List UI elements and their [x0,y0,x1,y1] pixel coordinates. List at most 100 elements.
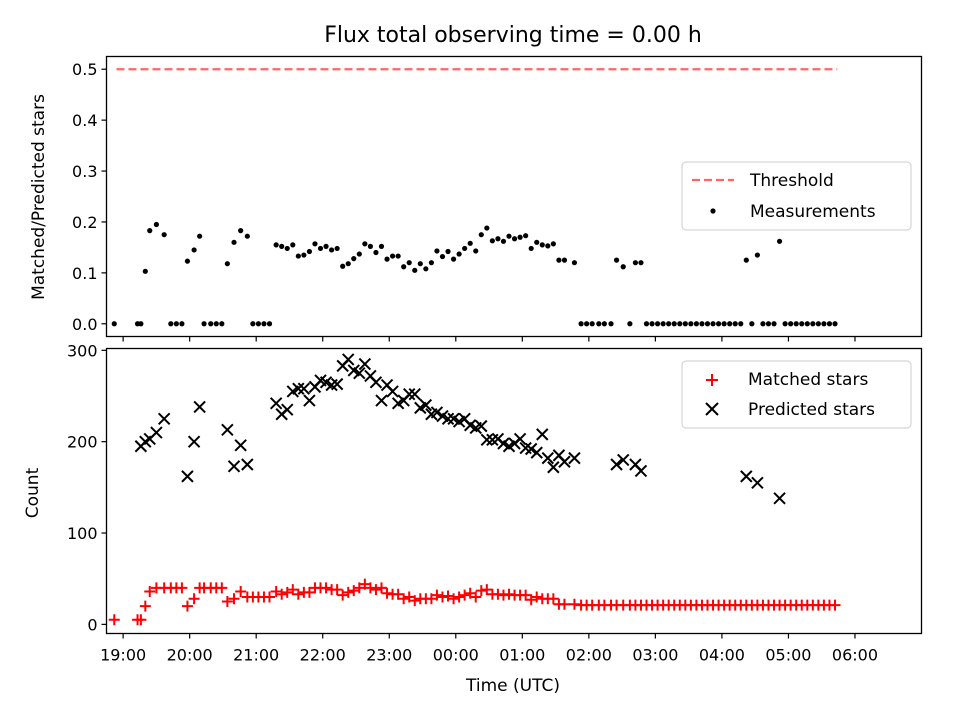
measurement-point [142,268,148,274]
matched-star-point [108,614,120,626]
predicted-star-point [403,387,416,401]
measurement-point [754,252,760,258]
predicted-star-point [193,400,206,414]
predicted-star-point [227,460,241,473]
measurement-point [445,248,451,255]
measurement-point [528,245,534,252]
predicted-stars-legend-label: Predicted stars [748,400,875,420]
measurement-point [231,239,237,245]
measurement-point [782,321,788,327]
matched-star-point [459,589,471,601]
measurement-point [511,236,518,242]
measurement-point [649,321,655,327]
matched-star-point [464,587,476,599]
matched-star-point [139,600,151,612]
matched-star-point [176,582,188,594]
predicted-star-point [358,357,372,371]
measurement-point [638,260,644,266]
matched-star-point [547,593,559,605]
measurements-legend-swatch [710,208,716,214]
measurement-point [523,233,529,239]
measurement-point [389,253,396,259]
bottom-x-tick-label: 23:00 [366,646,412,665]
measurement-point [290,242,296,248]
bottom-y-ticks: 0 100 200 300 [67,341,107,634]
predicted-star-point [513,432,527,446]
matched-star-point [409,595,421,607]
matched-star-point [181,600,193,612]
measurement-point [462,245,468,252]
bottom-y-tick-label: 0 [87,615,97,634]
matched-star-point [453,591,465,603]
measurement-point [179,321,185,327]
measurement-point [340,263,346,269]
matched-star-point [364,582,376,594]
measurement-point [295,253,301,259]
matched-star-point [442,590,454,602]
measurement-point [439,253,446,260]
top-y-tick-label: 0.4 [72,111,97,130]
measurement-point [613,257,620,263]
bottom-x-tick-label: 20:00 [167,646,213,665]
bottom-x-tick-label: 06:00 [832,646,878,665]
measurement-point [147,228,153,234]
bottom-x-tick-label: 19:00 [100,646,146,665]
predicted-star-point [475,419,488,433]
bottom-x-tick-label: 05:00 [765,646,811,665]
measurement-point [671,321,677,327]
measurement-point [682,321,688,327]
bottom-y-axis-label: Count [23,467,43,518]
predicted-star-point [369,376,383,389]
bottom-x-axis-label: Time (UTC) [465,676,560,696]
matched-star-point [287,584,299,596]
measurement-point [550,241,556,247]
measurement-point [632,260,639,266]
measurement-point [804,321,810,327]
predicted-star-point [234,439,247,452]
measurement-point [406,260,412,266]
measurement-point [279,243,285,249]
measurement-point [312,241,318,247]
measurement-point [704,321,711,327]
matched-star-point [303,586,315,598]
measurement-point [208,321,214,327]
bottom-x-ticks: 19:00 20:00 21:00 22:00 23:00 00:00 01:00 02:00… [100,633,878,665]
bottom-plot-area [108,353,841,626]
measurement-point [643,321,650,327]
measurement-point [153,221,159,228]
measurement-point [620,264,626,270]
top-y-axis-label: Matched/Predicted stars [29,94,49,300]
measurement-point [738,321,744,327]
measurement-point [266,321,273,327]
matched-star-point [276,588,288,600]
measurements-legend-label: Measurements [750,202,876,222]
matched-star-point [431,589,443,601]
predicted-star-point [386,385,399,398]
predicted-star-point [181,470,194,483]
bottom-x-tick-label: 04:00 [699,646,745,665]
measurement-point [749,321,755,327]
measurement-point [412,267,418,273]
predicted-star-point [408,387,421,401]
measurement-point [301,252,307,258]
bottom-legend-box [681,360,912,429]
measurement-point [456,251,462,257]
measurement-point [688,321,694,327]
measurement-point [765,321,772,327]
predicted-star-point [221,423,234,437]
measurement-point [351,256,357,262]
bottom-y-tick-label: 300 [67,341,98,360]
bottom-x-tick-label: 03:00 [632,646,678,665]
measurement-point [826,321,833,327]
measurement-point [727,321,733,327]
measurement-point [788,321,794,327]
measurement-point [111,321,117,327]
matched-star-point [281,586,293,598]
measurement-point [677,321,683,327]
top-legend-box [681,161,912,231]
matched-star-point [470,591,482,603]
measurement-point [654,321,661,327]
predicted-star-point [530,446,543,459]
matched-star-point [403,591,415,603]
predicted-star-point [297,382,311,395]
